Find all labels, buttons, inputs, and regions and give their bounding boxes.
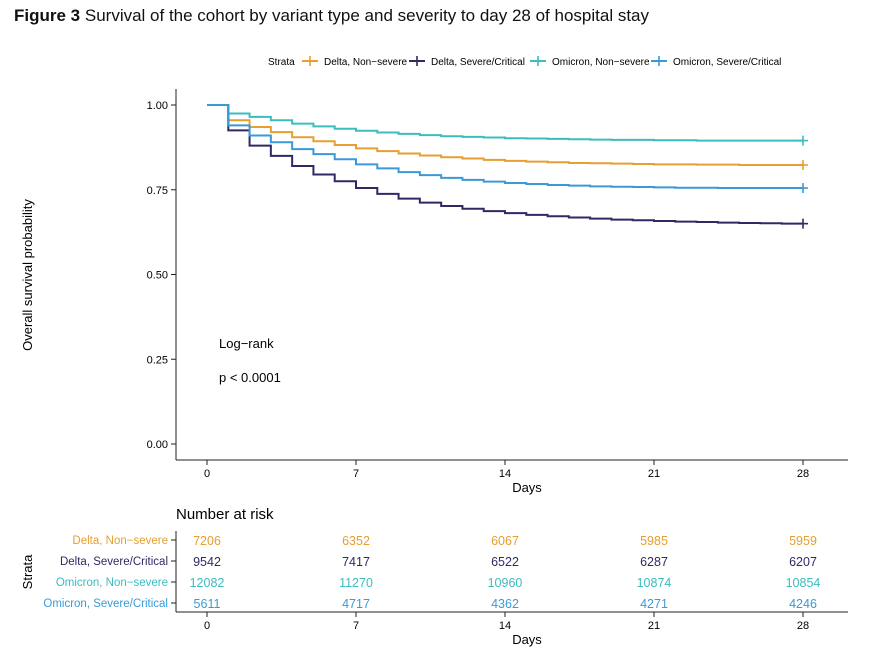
legend-item: Delta, Severe/Critical	[409, 56, 525, 68]
legend-label: Omicron, Non−severe	[552, 57, 650, 68]
risk-cell: 4362	[491, 597, 519, 611]
legend-label: Delta, Severe/Critical	[431, 57, 525, 68]
risk-cell: 6287	[640, 555, 668, 569]
risk-cell: 10960	[488, 576, 523, 590]
x-axis-label: Days	[512, 480, 542, 495]
x-tick-label: 21	[648, 468, 660, 480]
risk-row-label: Delta, Severe/Critical	[60, 556, 168, 568]
risk-cell: 6207	[789, 555, 817, 569]
risk-row: Omicron, Non−severe 12082 11270 10960 10874 1…	[56, 576, 821, 590]
figure-label: Figure 3	[14, 6, 81, 25]
y-axis-label: Overall survival probability	[20, 199, 35, 351]
y-tick-label: 0.25	[147, 354, 168, 366]
logrank-label: Log−rank	[219, 336, 274, 351]
risk-cell: 5985	[640, 534, 668, 548]
x-tick-label: 7	[353, 468, 359, 480]
risk-cell: 9542	[193, 555, 221, 569]
figure-title: Figure 3 Survival of the cohort by varia…	[14, 6, 649, 26]
x-tick-label: 28	[797, 468, 809, 480]
plot-area: 0.00 0.25 0.50 0.75 1.00 0 7 14 21 28 Days Overall …	[20, 89, 848, 495]
risk-cell: 7206	[193, 534, 221, 548]
legend-title: Strata	[268, 57, 295, 68]
risk-row-label: Delta, Non−severe	[72, 535, 168, 547]
risk-x-tick-label: 7	[353, 620, 359, 632]
risk-table: Number at risk Delta, Non−severe 7206 6352 6…	[20, 506, 848, 647]
risk-cell: 11270	[339, 576, 373, 590]
risk-y-axis-label: Strata	[20, 554, 35, 589]
risk-cell: 6522	[491, 555, 519, 569]
survival-curve	[207, 104, 803, 142]
y-tick-label: 0.00	[147, 439, 168, 451]
legend: Strata Delta, Non−severe Delta, Severe/Cri…	[268, 56, 781, 68]
risk-x-axis-label: Days	[512, 632, 542, 647]
legend-label: Omicron, Severe/Critical	[673, 57, 781, 68]
y-tick-label: 0.75	[147, 185, 168, 197]
x-tick-label: 0	[204, 468, 210, 480]
risk-x-tick-label: 28	[797, 620, 809, 632]
risk-row-label: Omicron, Non−severe	[56, 577, 168, 589]
risk-cell: 5611	[194, 597, 221, 611]
legend-item: Omicron, Severe/Critical	[651, 56, 781, 68]
risk-cell: 10854	[786, 576, 821, 590]
legend-item: Delta, Non−severe	[302, 56, 408, 68]
risk-cell: 7417	[342, 555, 370, 569]
y-tick-label: 0.50	[147, 270, 168, 282]
risk-cell: 6352	[342, 534, 370, 548]
y-tick-label: 1.00	[147, 100, 168, 112]
risk-cell: 4246	[789, 597, 817, 611]
risk-x-tick-label: 14	[499, 620, 511, 632]
risk-cell: 12082	[190, 576, 225, 590]
risk-x-tick-label: 0	[204, 620, 210, 632]
figure-caption: Survival of the cohort by variant type a…	[84, 6, 649, 25]
risk-row-label: Omicron, Severe/Critical	[43, 598, 168, 610]
risk-cell: 4271	[640, 597, 668, 611]
legend-label: Delta, Non−severe	[324, 57, 408, 68]
risk-cell: 5959	[789, 534, 817, 548]
survival-curve	[207, 104, 803, 190]
risk-table-title: Number at risk	[176, 506, 274, 523]
x-tick-label: 14	[499, 468, 511, 480]
risk-cell: 6067	[491, 534, 519, 548]
risk-cell: 10874	[637, 576, 672, 590]
risk-x-tick-label: 21	[648, 620, 660, 632]
legend-item: Omicron, Non−severe	[530, 56, 650, 68]
p-value-label: p < 0.0001	[219, 370, 281, 385]
risk-row: Omicron, Severe/Critical 5611 4717 4362 4271…	[43, 597, 817, 611]
risk-row: Delta, Severe/Critical 9542 7417 6522 6287 62…	[60, 555, 817, 569]
risk-cell: 4717	[342, 597, 370, 611]
survival-curve	[207, 104, 803, 225]
risk-row: Delta, Non−severe 7206 6352 6067 5985 5959	[72, 534, 817, 548]
survival-curve	[207, 104, 803, 167]
